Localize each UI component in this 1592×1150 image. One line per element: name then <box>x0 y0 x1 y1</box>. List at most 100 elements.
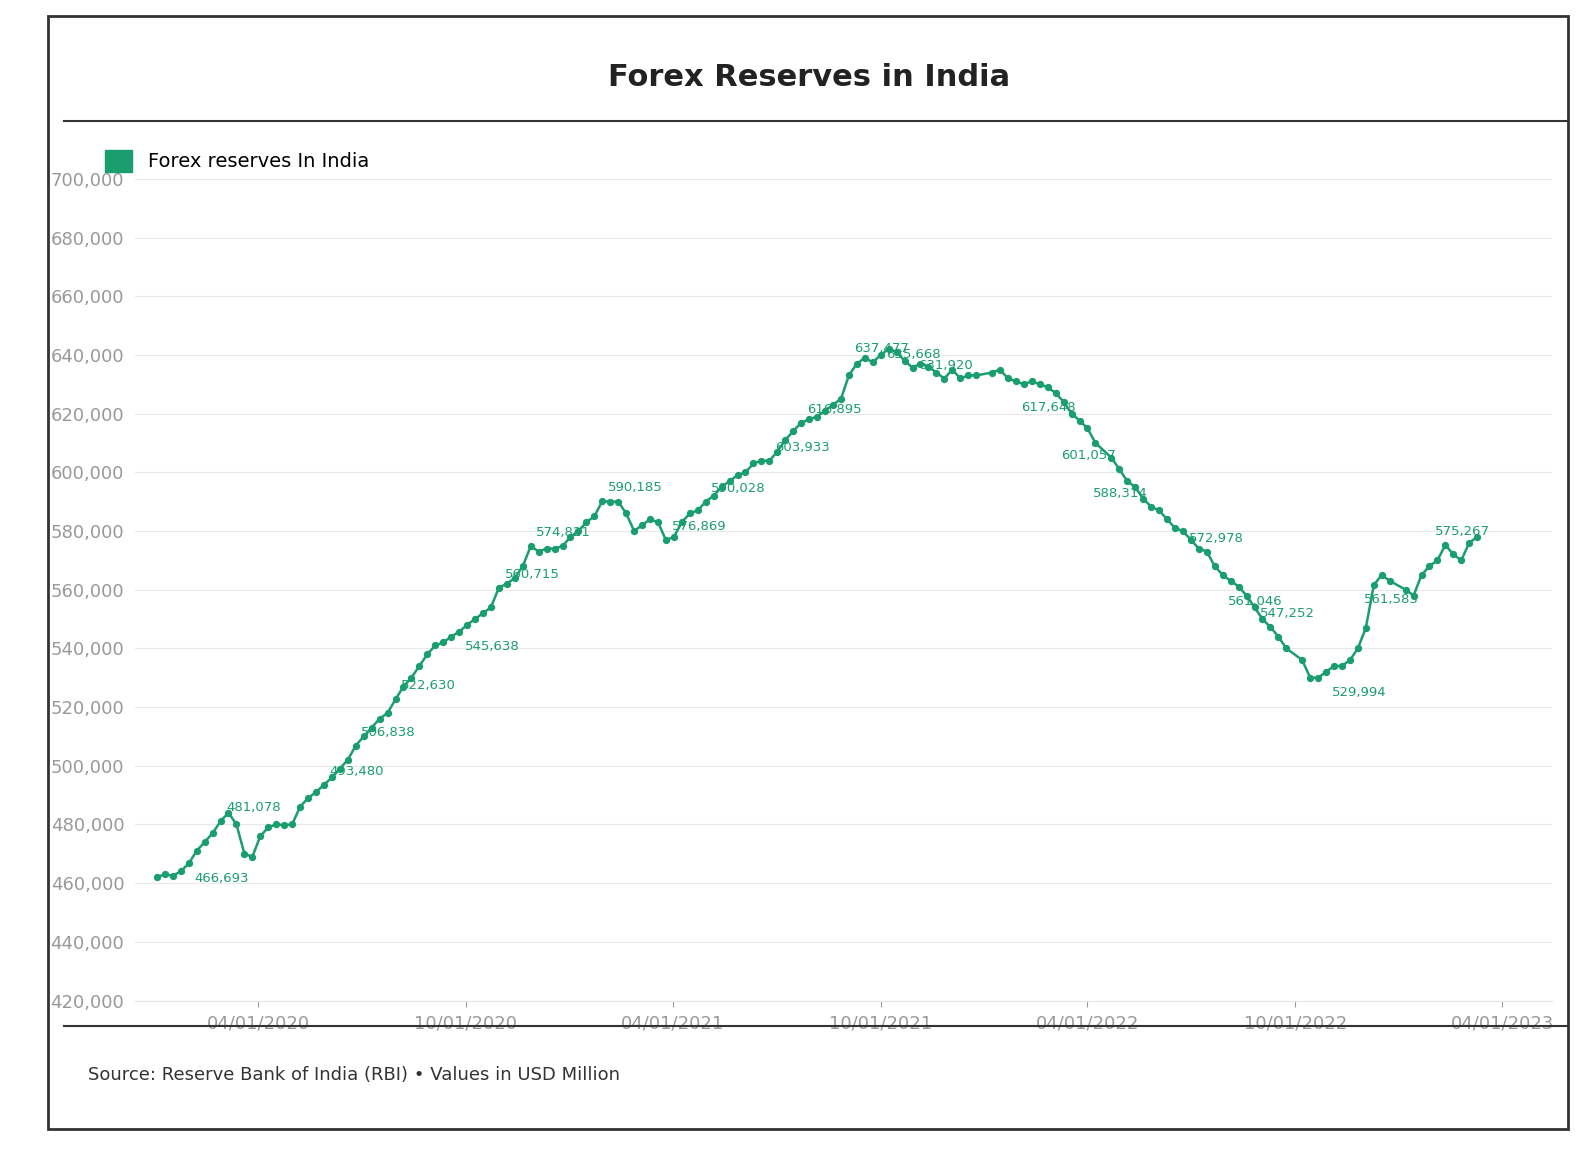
Text: 576,869: 576,869 <box>672 520 726 534</box>
Point <box>923 363 949 382</box>
Point <box>716 472 742 490</box>
Point <box>1178 530 1204 549</box>
Point <box>422 636 447 654</box>
Point <box>899 359 925 377</box>
Point <box>645 513 670 531</box>
Point <box>264 815 290 834</box>
Point <box>501 569 527 588</box>
Text: 522,630: 522,630 <box>401 680 455 692</box>
Text: 561,583: 561,583 <box>1363 593 1418 606</box>
Point <box>1409 566 1434 584</box>
Point <box>1321 657 1347 675</box>
Point <box>248 827 274 845</box>
Point <box>1353 619 1379 637</box>
Point <box>915 358 941 376</box>
Point <box>1130 490 1156 508</box>
Point <box>828 390 853 408</box>
Point <box>334 751 360 769</box>
Text: 637,477: 637,477 <box>855 343 909 355</box>
Point <box>1098 448 1124 467</box>
Point <box>677 504 702 522</box>
Point <box>860 353 885 371</box>
Point <box>1465 528 1490 546</box>
Point <box>1186 539 1212 558</box>
Text: 616,895: 616,895 <box>807 402 861 416</box>
Point <box>462 610 487 628</box>
Point <box>812 401 837 420</box>
Point <box>533 539 559 558</box>
Point <box>613 504 638 522</box>
Point <box>804 407 829 426</box>
Text: 601,057: 601,057 <box>1062 450 1116 462</box>
Point <box>509 557 535 575</box>
Point <box>780 422 806 440</box>
Point <box>1274 639 1299 658</box>
Point <box>1457 534 1482 552</box>
Point <box>669 513 694 531</box>
Point <box>541 539 567 558</box>
Text: 545,638: 545,638 <box>465 641 519 653</box>
Point <box>1441 545 1466 564</box>
Point <box>1361 576 1387 595</box>
Point <box>748 451 774 469</box>
Point <box>621 522 646 540</box>
Point <box>1106 460 1132 478</box>
Point <box>1035 378 1060 397</box>
Point <box>740 454 766 473</box>
Text: 603,933: 603,933 <box>775 440 829 454</box>
Point <box>995 369 1020 388</box>
Text: Source: Reserve Bank of India (RBI) • Values in USD Million: Source: Reserve Bank of India (RBI) • Va… <box>88 1066 619 1084</box>
Point <box>310 775 336 793</box>
Point <box>169 862 194 881</box>
Point <box>1059 405 1084 423</box>
Point <box>1210 566 1235 584</box>
Point <box>494 575 519 593</box>
Point <box>279 815 304 834</box>
Point <box>724 466 750 484</box>
Text: 590,028: 590,028 <box>712 482 766 494</box>
Text: 561,046: 561,046 <box>1229 595 1283 608</box>
Point <box>557 528 583 546</box>
Point <box>232 844 258 862</box>
Point <box>209 812 234 830</box>
Point <box>597 492 622 511</box>
Point <box>406 657 431 675</box>
Point <box>947 369 973 388</box>
Point <box>374 704 400 722</box>
Point <box>185 842 210 860</box>
Text: 617,648: 617,648 <box>1022 400 1076 414</box>
Point <box>844 354 869 373</box>
Text: 631,920: 631,920 <box>919 359 973 371</box>
Point <box>939 360 965 378</box>
Point <box>693 492 718 511</box>
Point <box>852 348 877 367</box>
Point <box>868 346 893 365</box>
Point <box>820 396 845 414</box>
Point <box>1329 657 1355 675</box>
Point <box>438 628 463 646</box>
Point <box>240 848 266 866</box>
Text: 547,252: 547,252 <box>1259 607 1315 620</box>
Point <box>358 719 384 737</box>
Point <box>796 411 821 429</box>
Point <box>565 522 591 540</box>
Point <box>271 815 296 834</box>
Point <box>661 528 686 546</box>
Point <box>1003 373 1028 391</box>
Point <box>256 818 282 836</box>
Point <box>581 507 607 526</box>
Point <box>1075 419 1100 437</box>
Point <box>732 463 758 482</box>
Point <box>653 531 678 550</box>
Point <box>1162 519 1188 537</box>
Point <box>1425 551 1450 569</box>
Point <box>1226 577 1251 596</box>
Point <box>1290 651 1315 669</box>
Text: 572,978: 572,978 <box>1189 531 1243 545</box>
Point <box>1258 618 1283 636</box>
Point <box>1433 536 1458 554</box>
Point <box>454 615 479 634</box>
Point <box>979 363 1005 382</box>
Point <box>1138 498 1164 516</box>
Point <box>350 727 376 745</box>
